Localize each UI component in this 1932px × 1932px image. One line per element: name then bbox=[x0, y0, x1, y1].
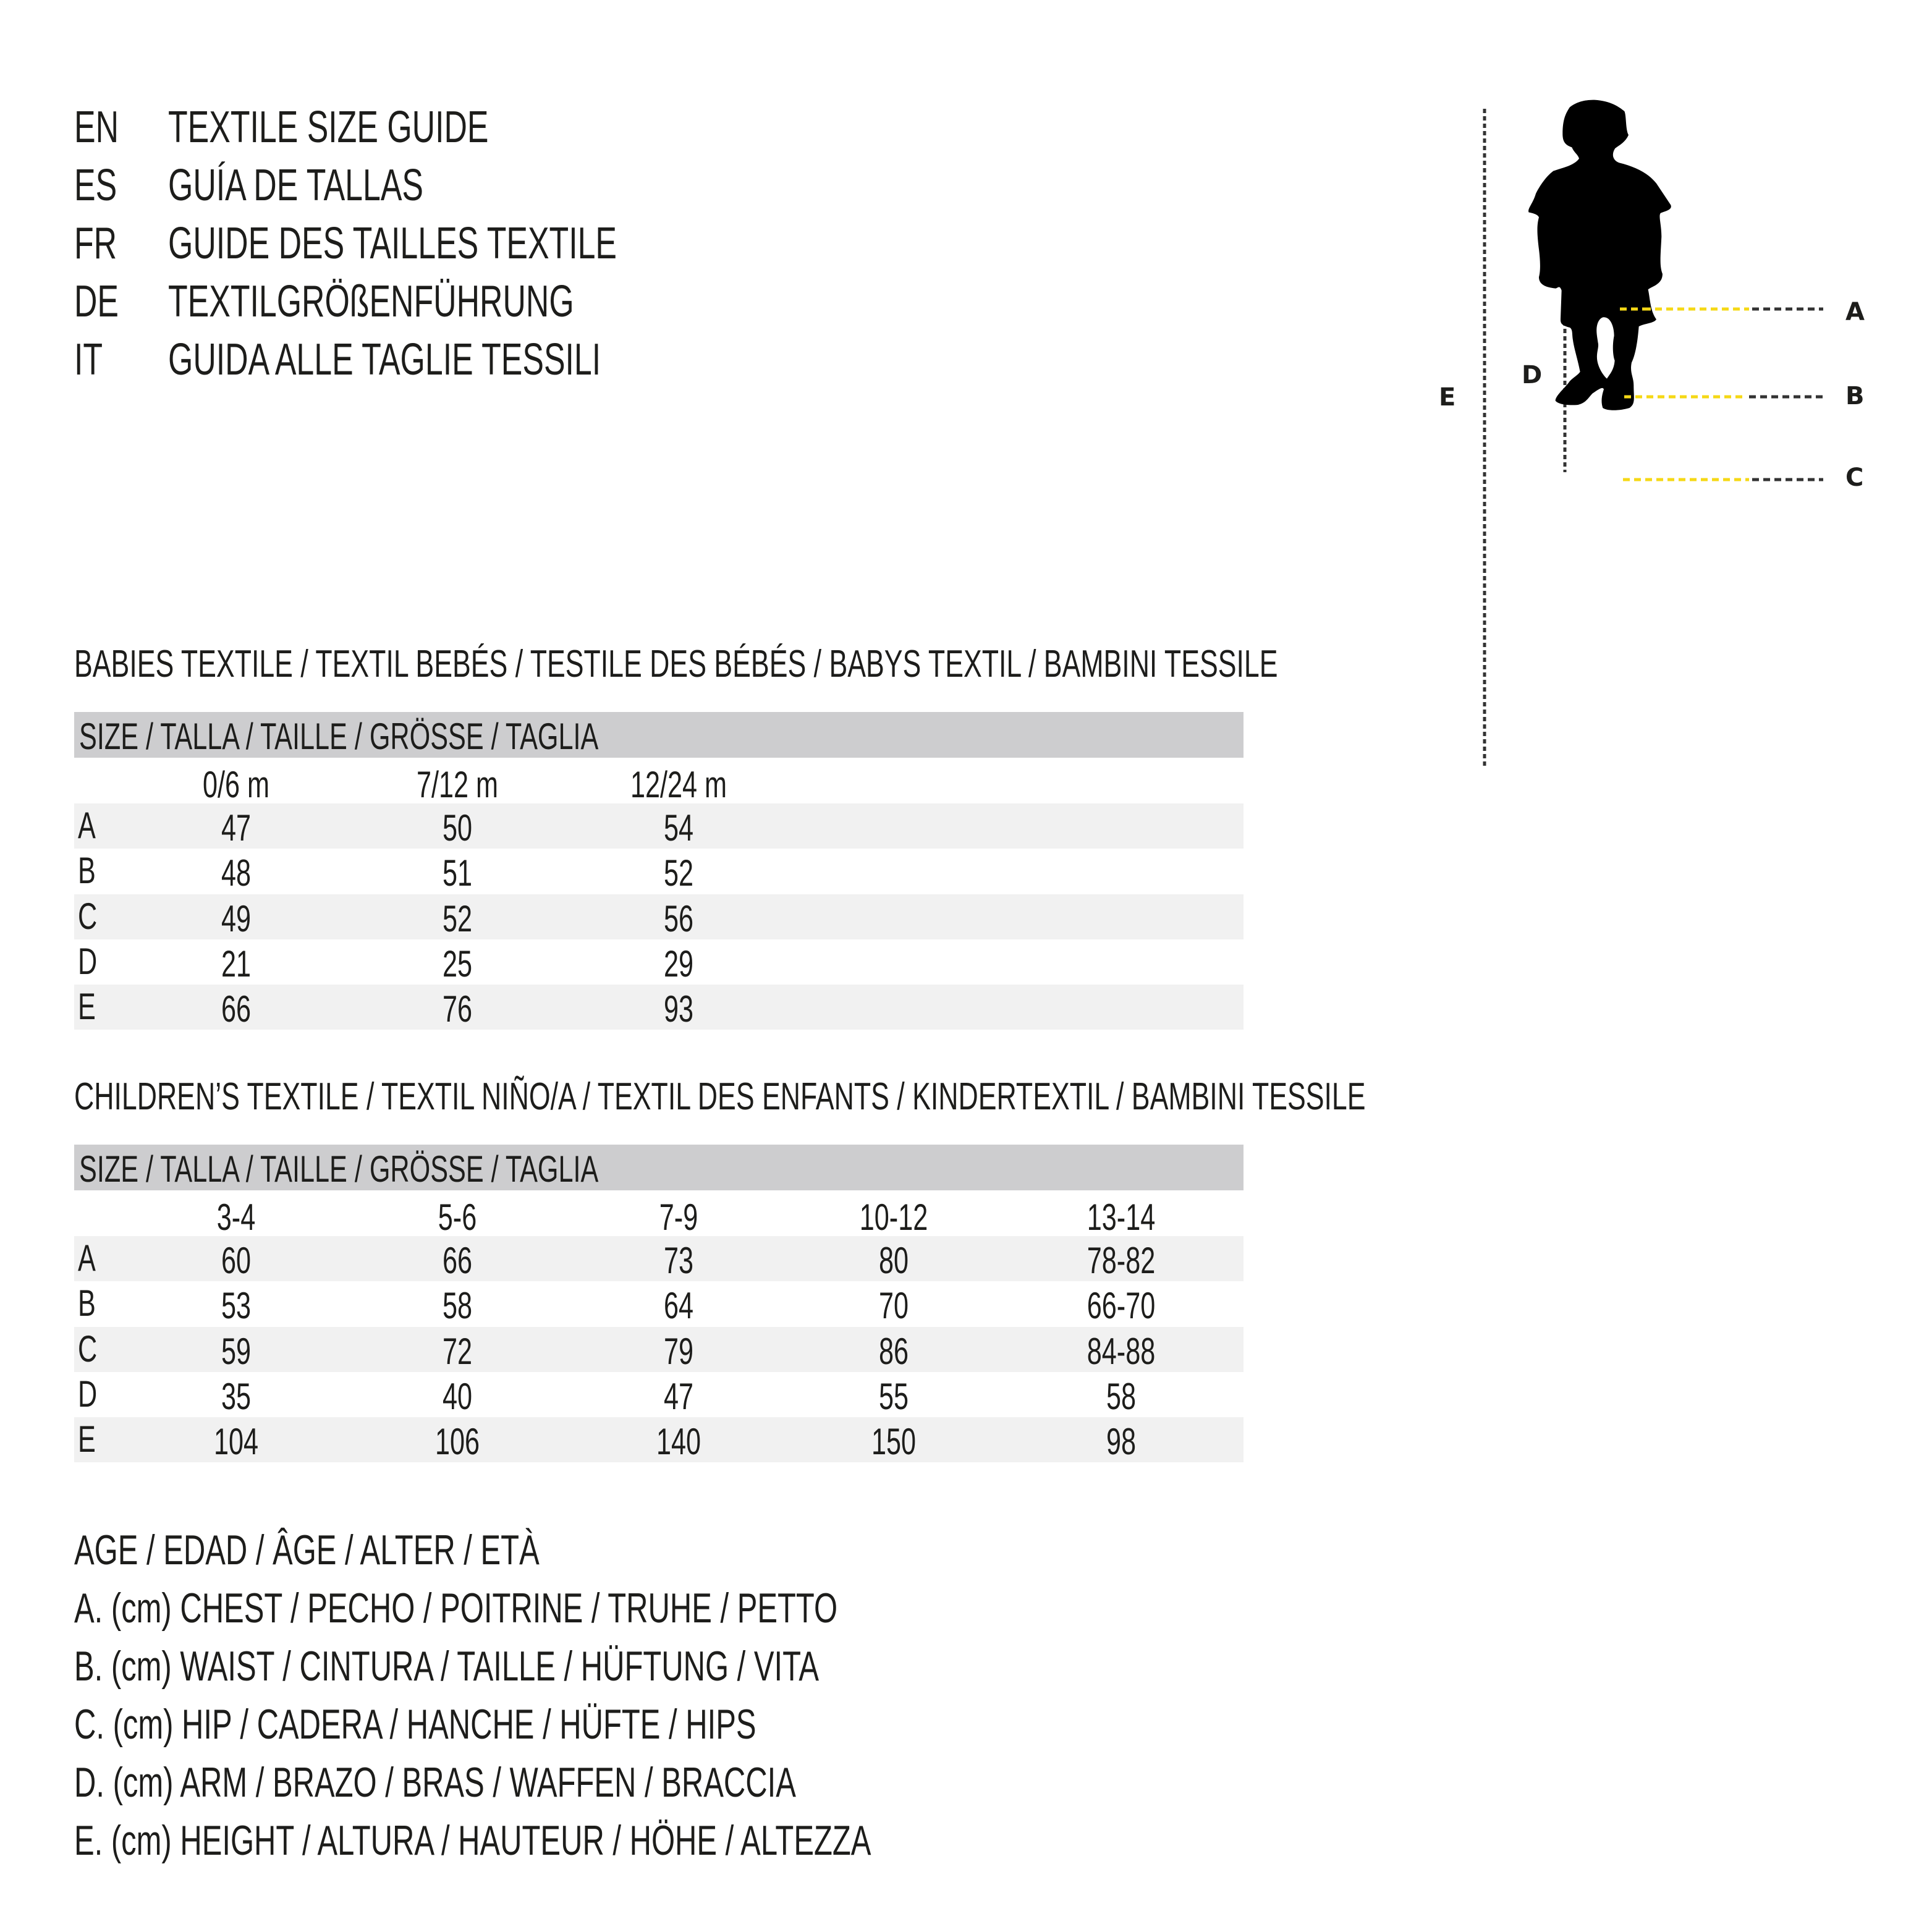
table-cell: 59 bbox=[221, 1330, 252, 1372]
row-label: B bbox=[78, 850, 96, 892]
table-cell: 80 bbox=[878, 1240, 909, 1281]
table-cell: 84-88 bbox=[1087, 1330, 1156, 1372]
table-cell: 51 bbox=[442, 852, 473, 894]
table-cell: 78-82 bbox=[1087, 1240, 1156, 1281]
size-header: SIZE / TALLA / TAILLE / GRÖSSE / TAGLIA bbox=[79, 716, 599, 757]
section-title: BABIES TEXTILE / TEXTIL BEBÉS / TESTILE … bbox=[74, 643, 1278, 685]
silhouette-body bbox=[1528, 100, 1671, 410]
table-cell: 58 bbox=[1106, 1375, 1137, 1417]
label-b: B bbox=[1845, 382, 1865, 410]
column-header: 0/6 m bbox=[202, 764, 270, 805]
table-cell: 25 bbox=[442, 943, 473, 985]
row-label: D bbox=[78, 940, 98, 982]
table-cell: 93 bbox=[663, 988, 694, 1030]
table-cell: 21 bbox=[221, 943, 252, 985]
table-cell: 150 bbox=[871, 1421, 917, 1463]
table-cell: 40 bbox=[442, 1375, 473, 1417]
table-cell: 64 bbox=[663, 1285, 694, 1327]
table-cell: 66 bbox=[442, 1240, 473, 1281]
label-e: E bbox=[1439, 383, 1456, 412]
table-cell: 52 bbox=[663, 852, 694, 894]
table-cell: 79 bbox=[663, 1330, 694, 1372]
table-cell: 73 bbox=[663, 1240, 694, 1281]
language-code: IT bbox=[74, 335, 103, 384]
legend-line: D. (cm) ARM / BRAZO / BRAS / WAFFEN / BR… bbox=[74, 1759, 796, 1806]
row-label: D bbox=[78, 1373, 98, 1415]
table-row-shade bbox=[74, 1326, 1244, 1372]
row-label: C bbox=[78, 895, 98, 937]
row-label: A bbox=[78, 1237, 96, 1279]
row-label: E bbox=[78, 986, 96, 1028]
table-cell: 66 bbox=[221, 988, 252, 1030]
guide-title: GUIDE DES TAILLES TEXTILE bbox=[168, 219, 617, 268]
row-label: B bbox=[78, 1282, 96, 1324]
size-header: SIZE / TALLA / TAILLE / GRÖSSE / TAGLIA bbox=[79, 1148, 599, 1190]
language-code: FR bbox=[74, 219, 117, 268]
column-header: 3-4 bbox=[216, 1197, 256, 1238]
label-c: C bbox=[1845, 464, 1864, 492]
legend-line: B. (cm) WAIST / CINTURA / TAILLE / HÜFTU… bbox=[74, 1643, 820, 1690]
table-cell: 54 bbox=[663, 807, 694, 849]
row-label: E bbox=[78, 1418, 96, 1460]
size-header-band bbox=[74, 1145, 1244, 1190]
table-row-shade bbox=[74, 894, 1244, 939]
column-header: 10-12 bbox=[859, 1197, 928, 1238]
language-code: DE bbox=[74, 277, 119, 326]
legend-line: E. (cm) HEIGHT / ALTURA / HAUTEUR / HÖHE… bbox=[74, 1817, 871, 1864]
table-cell: 70 bbox=[878, 1285, 909, 1327]
column-header: 13-14 bbox=[1087, 1197, 1156, 1238]
table-cell: 98 bbox=[1106, 1421, 1137, 1463]
table-cell: 76 bbox=[442, 988, 473, 1030]
guide-title: GUÍA DE TALLAS bbox=[168, 161, 423, 210]
row-label: C bbox=[78, 1328, 98, 1370]
row-label: A bbox=[78, 805, 96, 846]
language-code: ES bbox=[74, 161, 117, 210]
size-header-band bbox=[74, 712, 1244, 758]
legend-line: C. (cm) HIP / CADERA / HANCHE / HÜFTE / … bbox=[74, 1701, 756, 1748]
guide-title: TEXTILE SIZE GUIDE bbox=[168, 103, 489, 152]
table-cell: 47 bbox=[663, 1375, 694, 1417]
table-cell: 72 bbox=[442, 1330, 473, 1372]
table-cell: 50 bbox=[442, 807, 473, 849]
table-cell: 86 bbox=[878, 1330, 909, 1372]
table-cell: 60 bbox=[221, 1240, 252, 1281]
table-cell: 35 bbox=[221, 1375, 252, 1417]
table-cell: 29 bbox=[663, 943, 694, 985]
table-cell: 48 bbox=[221, 852, 252, 894]
table-cell: 56 bbox=[663, 897, 694, 939]
table-cell: 52 bbox=[442, 897, 473, 939]
silhouette-leg-gap bbox=[1596, 317, 1615, 379]
table-cell: 47 bbox=[221, 807, 252, 849]
table-cell: 55 bbox=[878, 1375, 909, 1417]
label-a: A bbox=[1845, 298, 1865, 326]
table-row-shade bbox=[74, 985, 1244, 1030]
column-header: 7/12 m bbox=[416, 764, 499, 805]
table-cell: 58 bbox=[442, 1285, 473, 1327]
table-cell: 106 bbox=[434, 1421, 480, 1463]
table-cell: 66-70 bbox=[1087, 1285, 1156, 1327]
legend-line: AGE / EDAD / ÂGE / ALTER / ETÀ bbox=[74, 1527, 540, 1574]
table-row-shade bbox=[74, 803, 1244, 849]
table-cell: 104 bbox=[213, 1421, 259, 1463]
guide-title: TEXTILGRÖßENFÜHRUNG bbox=[168, 277, 574, 326]
guide-title: GUIDA ALLE TAGLIE TESSILI bbox=[168, 335, 601, 384]
table-cell: 53 bbox=[221, 1285, 252, 1327]
table-cell: 49 bbox=[221, 897, 252, 939]
table-row-shade bbox=[74, 1236, 1244, 1281]
language-code: EN bbox=[74, 103, 119, 152]
label-d: D bbox=[1522, 361, 1543, 389]
section-title: CHILDREN’S TEXTILE / TEXTIL NIÑO/A / TEX… bbox=[74, 1075, 1366, 1118]
column-header: 5-6 bbox=[438, 1197, 477, 1238]
column-header: 7-9 bbox=[659, 1197, 698, 1238]
table-cell: 140 bbox=[656, 1421, 701, 1463]
legend-line: A. (cm) CHEST / PECHO / POITRINE / TRUHE… bbox=[74, 1585, 838, 1632]
column-header: 12/24 m bbox=[630, 764, 727, 805]
table-row-shade bbox=[74, 1417, 1244, 1463]
